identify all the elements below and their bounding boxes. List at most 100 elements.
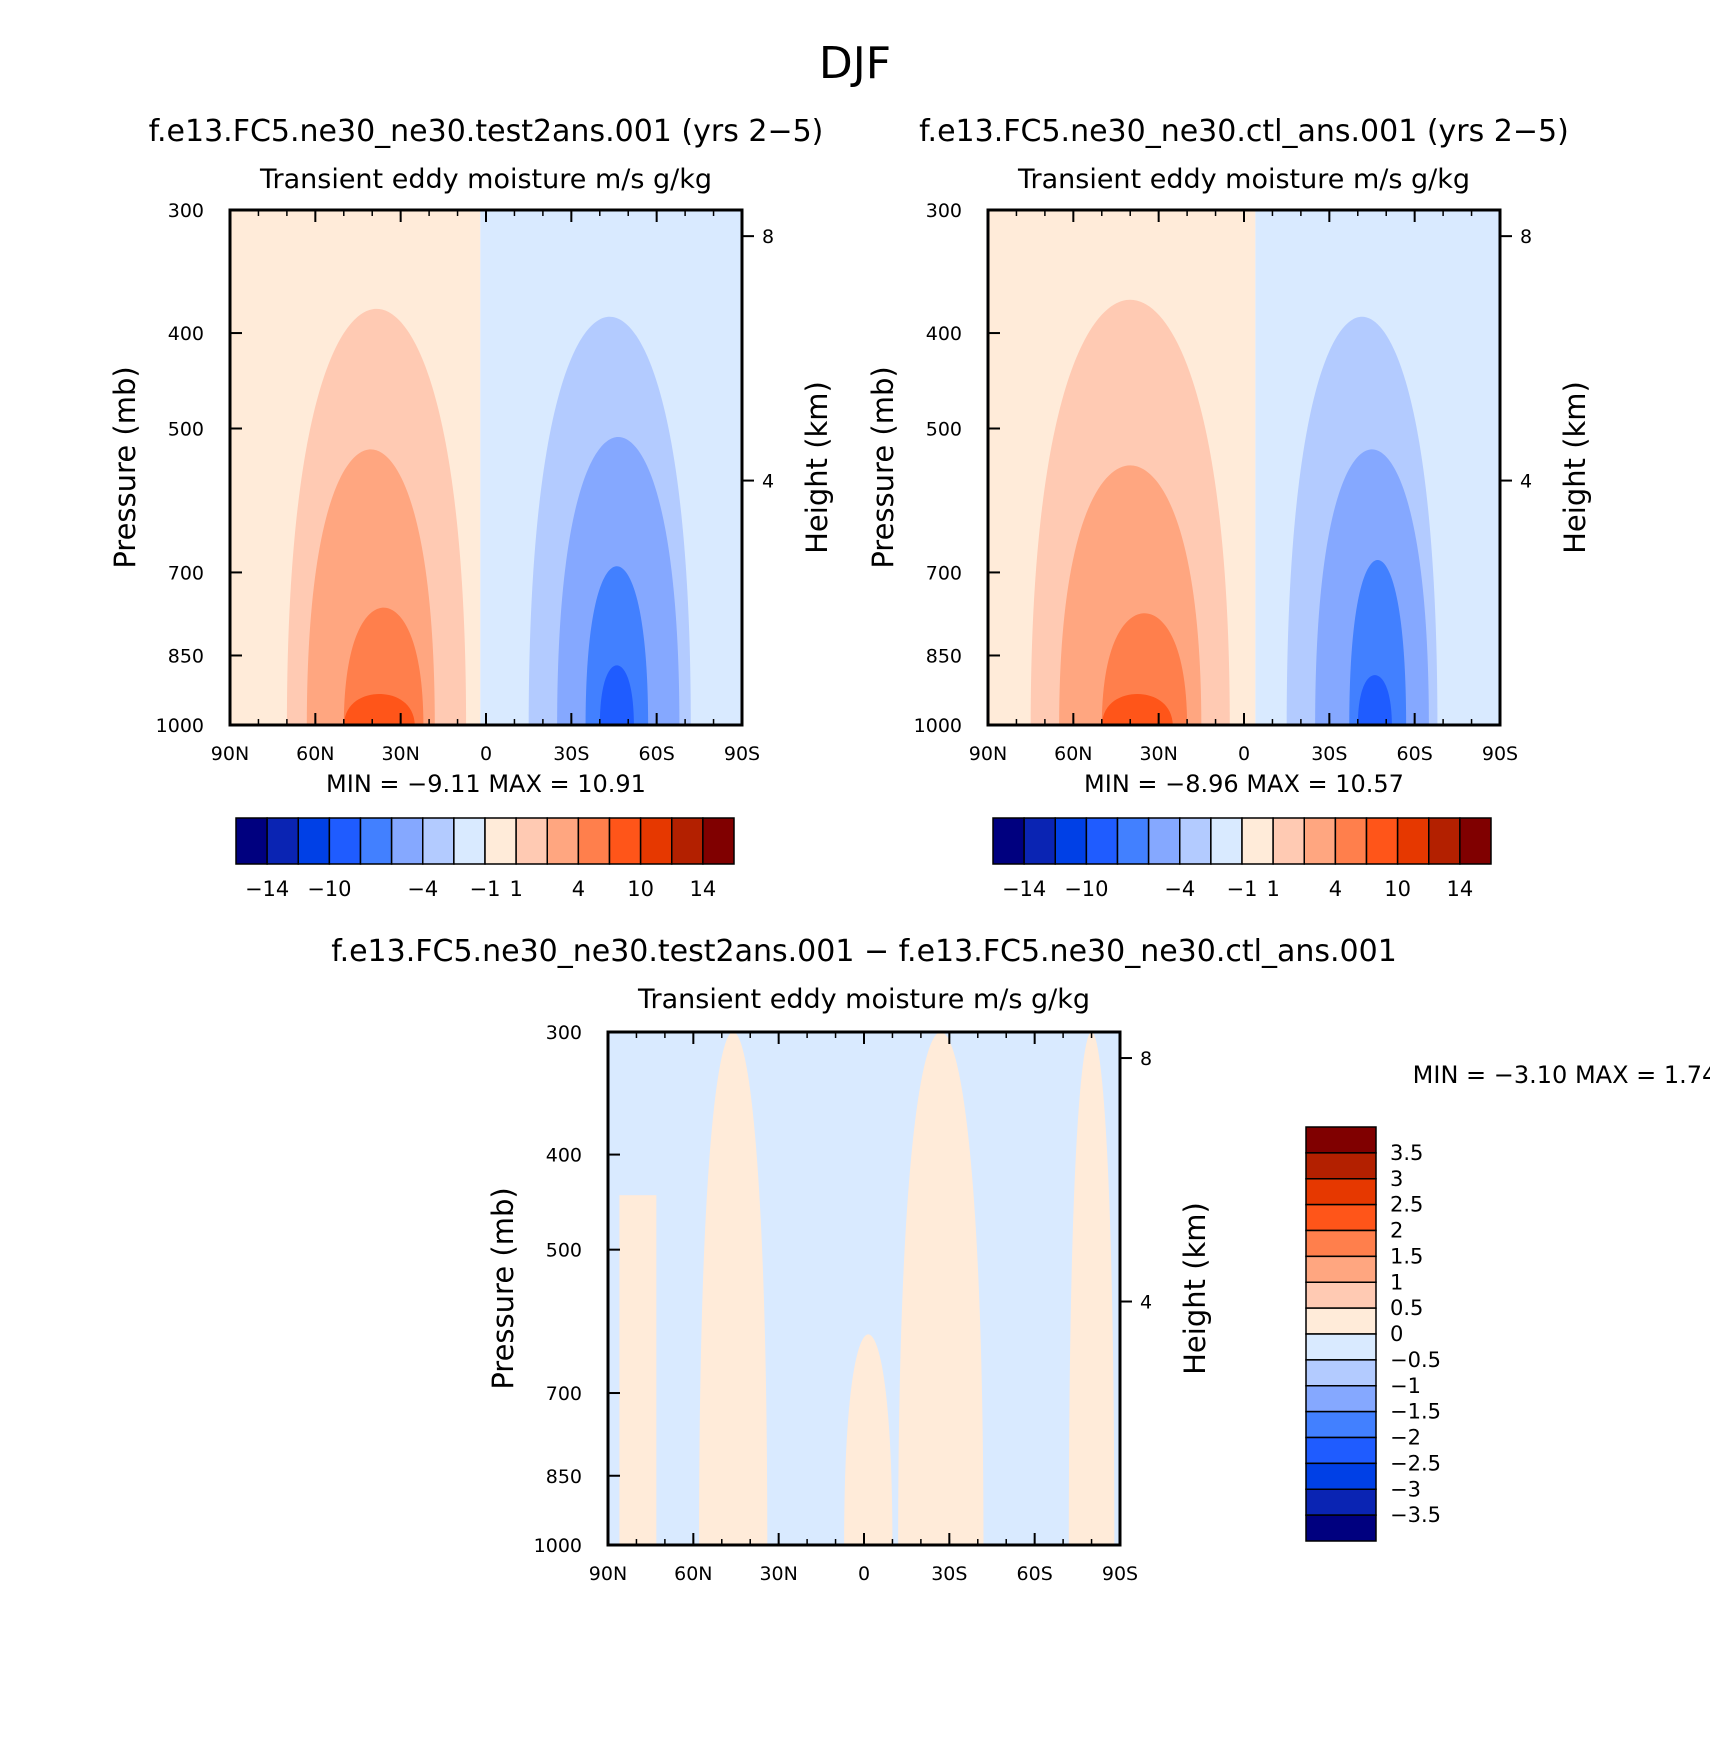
colorbar-swatch bbox=[390, 817, 424, 865]
colorbar-label: 4 bbox=[572, 877, 585, 901]
colorbar-swatch bbox=[1334, 817, 1368, 865]
colorbar-swatch bbox=[1305, 1126, 1377, 1154]
colorbar-swatch bbox=[1305, 1385, 1377, 1413]
colorbar-swatch bbox=[1305, 1436, 1377, 1465]
height-axis-label: Height (km) bbox=[800, 381, 834, 554]
colorbar-label: 3.5 bbox=[1390, 1141, 1423, 1165]
y-tick-label: 700 bbox=[546, 1383, 582, 1405]
colorbar-swatch bbox=[1305, 1281, 1377, 1309]
colorbar-label: −14 bbox=[1002, 877, 1046, 901]
panel-subtitle: Transient eddy moisture m/s g/kg bbox=[637, 984, 1090, 1015]
colorbar-swatch bbox=[1305, 1359, 1377, 1387]
x-tick-label: 0 bbox=[480, 743, 492, 765]
height-tick-label: 8 bbox=[1140, 1048, 1152, 1070]
contour-region bbox=[343, 693, 415, 725]
height-axis-label: Height (km) bbox=[1558, 381, 1592, 554]
colorbar-swatch bbox=[1305, 1462, 1377, 1490]
colorbar-label: −2 bbox=[1390, 1426, 1421, 1450]
y-tick-label: 700 bbox=[168, 562, 204, 584]
x-tick-label: 30S bbox=[553, 743, 589, 765]
colorbar-swatch bbox=[546, 817, 580, 865]
y-tick-label: 500 bbox=[168, 419, 204, 441]
x-tick-label: 60N bbox=[1054, 743, 1092, 765]
colorbar-swatch bbox=[1303, 817, 1337, 865]
colorbar-swatch bbox=[1305, 1307, 1377, 1335]
colorbar-swatch bbox=[992, 817, 1025, 865]
colorbar-swatch bbox=[453, 817, 486, 865]
colorbar-label: −4 bbox=[1164, 877, 1195, 901]
colorbar-swatch bbox=[266, 817, 299, 865]
x-tick-label: 60S bbox=[639, 743, 675, 765]
colorbar-label: 10 bbox=[627, 877, 654, 901]
colorbar-label: 14 bbox=[690, 877, 717, 901]
x-tick-label: 0 bbox=[858, 1563, 870, 1585]
colorbar-label: −2.5 bbox=[1390, 1451, 1441, 1475]
colorbar-label: −10 bbox=[1064, 877, 1108, 901]
colorbar-swatch bbox=[1179, 817, 1212, 865]
y-tick-label: 850 bbox=[546, 1466, 582, 1488]
y-tick-label: 1000 bbox=[534, 1535, 582, 1557]
colorbar-label: 1 bbox=[509, 877, 522, 901]
height-tick-label: 8 bbox=[1520, 226, 1532, 248]
colorbar-swatch bbox=[702, 817, 735, 865]
contour-field bbox=[230, 210, 742, 725]
colorbar-swatch bbox=[297, 817, 331, 865]
panel-1 bbox=[228, 208, 754, 865]
min-max-readout: MIN = −3.10 MAX = 1.74 bbox=[1413, 1061, 1710, 1089]
y-tick-label: 850 bbox=[168, 645, 204, 667]
x-tick-label: 90N bbox=[969, 743, 1007, 765]
min-max-readout: MIN = −9.11 MAX = 10.91 bbox=[326, 770, 646, 798]
figure-title: DJF bbox=[819, 38, 891, 89]
colorbar-swatch bbox=[1305, 1255, 1377, 1283]
colorbar-swatch bbox=[1305, 1203, 1377, 1232]
contour-region bbox=[1349, 560, 1407, 725]
contour-band bbox=[619, 1195, 657, 1545]
y-tick-label: 400 bbox=[546, 1145, 582, 1167]
contour-region bbox=[898, 1032, 984, 1545]
y-tick-label: 500 bbox=[926, 419, 962, 441]
x-tick-label: 90N bbox=[589, 1563, 627, 1585]
colorbar-swatch bbox=[608, 817, 642, 865]
contour-region bbox=[699, 1032, 768, 1545]
x-tick-label: 60N bbox=[674, 1563, 712, 1585]
colorbar-swatch bbox=[1305, 1152, 1377, 1180]
colorbar-swatch bbox=[1023, 817, 1056, 865]
y-tick-label: 400 bbox=[168, 323, 204, 345]
colorbar-label: −1.5 bbox=[1390, 1400, 1441, 1424]
x-tick-label: 90S bbox=[1482, 743, 1518, 765]
x-tick-label: 30N bbox=[759, 1563, 797, 1585]
colorbar-label: 2 bbox=[1390, 1219, 1403, 1243]
colorbar-swatch bbox=[422, 817, 455, 865]
colorbar-swatch bbox=[515, 817, 548, 865]
colorbar-swatch bbox=[1305, 1229, 1377, 1258]
x-tick-label: 90S bbox=[1102, 1563, 1138, 1585]
colorbar-swatch bbox=[1459, 817, 1492, 865]
colorbar-swatch bbox=[1116, 817, 1150, 865]
panel-title: f.e13.FC5.ne30_ne30.test2ans.001 − f.e13… bbox=[331, 934, 1397, 969]
contour-field bbox=[988, 210, 1500, 725]
x-tick-label: 90N bbox=[211, 743, 249, 765]
colorbar-swatch bbox=[1428, 817, 1461, 865]
colorbar-label: 0.5 bbox=[1390, 1296, 1423, 1320]
x-tick-label: 0 bbox=[1238, 743, 1250, 765]
colorbar-label: 3 bbox=[1390, 1167, 1403, 1191]
y-tick-label: 300 bbox=[926, 200, 962, 222]
x-tick-label: 30N bbox=[381, 743, 419, 765]
contour-region bbox=[585, 566, 649, 725]
colorbar-swatch bbox=[484, 817, 517, 865]
colorbar-swatch bbox=[1054, 817, 1088, 865]
contour-region bbox=[1357, 675, 1392, 725]
contour-region bbox=[599, 665, 634, 725]
colorbar-label: −1 bbox=[470, 877, 501, 901]
height-axis-label: Height (km) bbox=[1178, 1202, 1212, 1375]
panel-3 bbox=[606, 1030, 1377, 1547]
colorbar-swatch bbox=[671, 817, 704, 865]
colorbar-label: 1.5 bbox=[1390, 1244, 1423, 1268]
colorbar-swatch bbox=[235, 817, 268, 865]
y-tick-label: 500 bbox=[546, 1240, 582, 1262]
contour-field bbox=[608, 1032, 1120, 1545]
colorbar-swatch bbox=[1241, 817, 1274, 865]
contour-region bbox=[1068, 1032, 1115, 1545]
colorbar-swatch bbox=[1396, 817, 1430, 865]
